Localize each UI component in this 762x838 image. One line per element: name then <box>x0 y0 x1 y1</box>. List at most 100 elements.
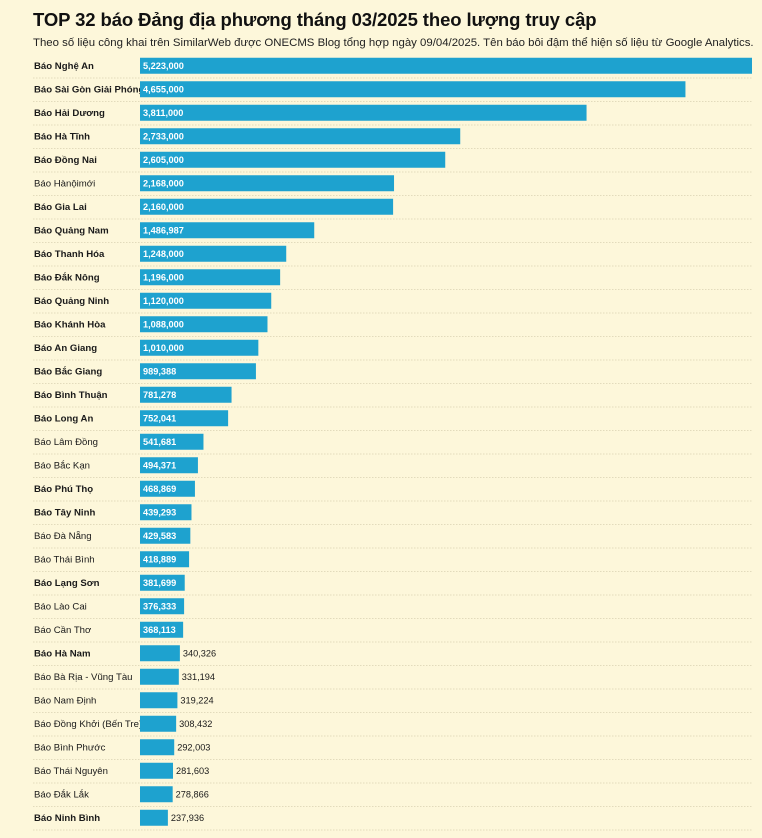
bar <box>140 645 180 662</box>
data-label: 439,293 <box>143 508 176 518</box>
bar <box>140 551 190 568</box>
bar <box>140 692 178 709</box>
data-label: 237,936 <box>171 813 204 823</box>
bar <box>140 57 752 74</box>
bar <box>140 316 268 333</box>
chart-row: Báo Bắc Kạn 494,371 <box>33 457 752 478</box>
row-label: Báo Hà Tĩnh <box>34 132 90 143</box>
row-label: Báo Thái Bình <box>34 555 95 566</box>
data-label: 5,223,000 <box>143 61 184 71</box>
row-label: Báo Quảng Nam <box>34 226 109 237</box>
data-label: 989,388 <box>143 367 176 377</box>
row-label: Báo Bình Phước <box>34 743 106 754</box>
bar <box>140 715 177 732</box>
chart-row: Báo Bình Thuận 781,278 <box>33 386 752 408</box>
row-label: Báo An Giang <box>34 343 97 354</box>
bar <box>140 339 259 356</box>
chart-row: Báo Hải Dương 3,811,000 <box>33 104 752 126</box>
data-label: 4,655,000 <box>143 85 184 95</box>
data-label: 2,605,000 <box>143 155 184 165</box>
row-label: Báo Đồng Nai <box>34 155 97 166</box>
row-label: Báo Hà Nam <box>34 649 91 660</box>
chart-row: Báo Đắk Nông 1,196,000 <box>33 269 752 290</box>
data-label: 1,010,000 <box>143 343 184 353</box>
bar <box>140 269 281 286</box>
row-label: Báo Đắk Lắk <box>34 790 89 801</box>
row-label: Báo Nghệ An <box>34 61 94 72</box>
chart-row: Báo Quảng Nam 1,486,987 <box>33 222 752 243</box>
bar <box>140 128 461 145</box>
data-label: 319,224 <box>180 696 213 706</box>
row-label: Báo Bắc Giang <box>34 366 102 378</box>
chart-row: Báo Khánh Hòa 1,088,000 <box>33 316 752 337</box>
chart-row: Báo Gia Lai 2,160,000 <box>33 198 752 220</box>
chart-row: Báo Tây Ninh 439,293 <box>33 504 752 525</box>
row-label: Báo Bình Thuận <box>34 390 108 401</box>
bar <box>140 809 168 826</box>
chart-row: Báo Nghệ An 5,223,000 <box>33 57 752 79</box>
bar <box>140 598 185 615</box>
row-label: Báo Nam Định <box>34 696 96 707</box>
data-label: 368,113 <box>143 625 176 635</box>
row-label: Báo Sài Gòn Giải Phóng <box>34 85 144 96</box>
bar <box>140 104 587 121</box>
bar <box>140 527 191 544</box>
chart-row: Báo Thái Bình 418,889 <box>33 551 752 572</box>
chart-row: Báo Lâm Đồng 541,681 <box>33 433 752 455</box>
row-label: Báo Đắk Nông <box>34 272 100 284</box>
chart-row: Báo Lạng Sơn 381,699 <box>33 574 752 596</box>
data-label: 2,160,000 <box>143 202 184 212</box>
chart-subtitle: Theo số liệu công khai trên SimilarWeb đ… <box>33 37 754 49</box>
bar <box>140 504 192 521</box>
row-label: Báo Đà Nẵng <box>34 531 92 542</box>
bar <box>140 222 315 239</box>
row-label: Báo Hànộimới <box>34 179 95 190</box>
row-label: Báo Bà Rịa - Vũng Tàu <box>34 672 133 683</box>
chart-row: Báo Hà Tĩnh 2,733,000 <box>33 128 752 149</box>
data-label: 541,681 <box>143 437 176 447</box>
row-label: Báo Đồng Khởi (Bến Tre) <box>34 719 142 730</box>
bar <box>140 457 198 474</box>
chart-row: Báo Đà Nẵng 429,583 <box>33 527 752 549</box>
bar <box>140 410 229 427</box>
data-label: 494,371 <box>143 461 176 471</box>
data-label: 278,866 <box>176 790 209 800</box>
data-label: 468,869 <box>143 484 176 494</box>
data-label: 781,278 <box>143 390 176 400</box>
bar <box>140 574 185 591</box>
bar <box>140 81 686 98</box>
row-label: Báo Phú Thọ <box>34 484 93 495</box>
bar <box>140 151 446 168</box>
row-label: Báo Tây Ninh <box>34 508 95 519</box>
chart-row: Báo Cần Thơ 368,113 <box>33 621 752 643</box>
row-label: Báo Gia Lai <box>34 202 87 213</box>
row-label: Báo Thanh Hóa <box>34 249 105 260</box>
bar <box>140 433 204 450</box>
data-label: 292,003 <box>177 743 210 753</box>
chart-title: TOP 32 báo Đảng địa phương tháng 03/2025… <box>33 9 597 30</box>
data-label: 2,733,000 <box>143 132 184 142</box>
data-label: 3,811,000 <box>143 108 183 118</box>
chart-row: Báo Hànộimới 2,168,000 <box>33 175 752 196</box>
data-label: 281,603 <box>176 766 209 776</box>
chart-row: Báo Phú Thọ 468,869 <box>33 480 752 502</box>
bar <box>140 668 179 685</box>
data-label: 1,196,000 <box>143 273 184 283</box>
data-label: 2,168,000 <box>143 179 184 189</box>
row-label: Báo Long An <box>34 414 93 425</box>
data-label: 429,583 <box>143 531 176 541</box>
chart-row: Báo Hà Nam 340,326 <box>33 645 752 666</box>
data-label: 376,333 <box>143 602 176 612</box>
bar <box>140 386 232 403</box>
chart-row: Báo Long An 752,041 <box>33 410 752 431</box>
chart-row: Báo Thanh Hóa 1,248,000 <box>33 245 752 267</box>
data-label: 381,699 <box>143 578 176 588</box>
bar <box>140 786 173 803</box>
bar <box>140 198 394 215</box>
chart-row: Báo Bình Phước 292,003 <box>33 739 752 760</box>
bar <box>140 480 195 497</box>
chart-row: Báo Ninh Bình 237,936 <box>33 809 752 831</box>
row-label: Báo Hải Dương <box>34 108 105 119</box>
row-label: Báo Thái Nguyên <box>34 766 108 777</box>
row-label: Báo Lạng Sơn <box>34 578 100 589</box>
